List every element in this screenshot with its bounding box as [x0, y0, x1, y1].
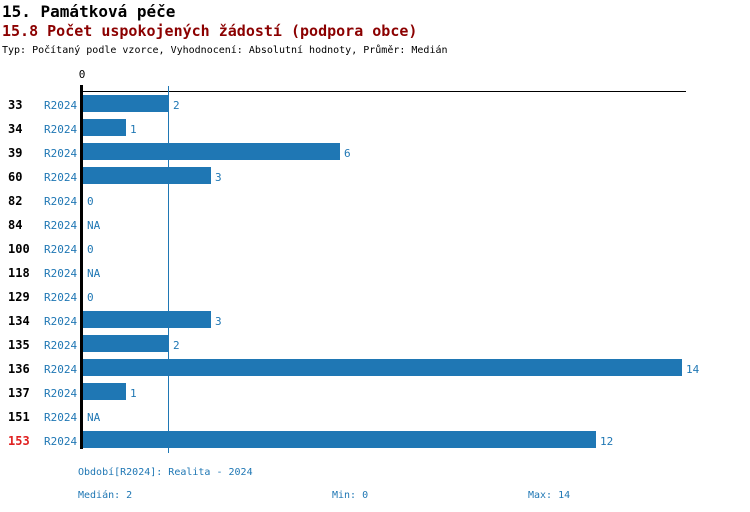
axis-zero-line: [80, 85, 83, 449]
row-value-label: 3: [215, 171, 222, 184]
chart-row: 39 R2024 6: [0, 141, 750, 165]
row-value-label: 0: [87, 243, 94, 256]
chart-row: 60 R2024 3: [0, 165, 750, 189]
value-bar: [83, 95, 169, 112]
row-period-label: R2024: [44, 387, 78, 400]
chart-row: 100 R2024 0: [0, 237, 750, 261]
value-bar: [83, 143, 340, 160]
row-value-label: 1: [130, 123, 137, 136]
row-period-label: R2024: [44, 147, 78, 160]
value-bar: [83, 119, 126, 136]
row-value-label: NA: [87, 267, 101, 280]
chart-row: 118 R2024 NA: [0, 261, 750, 285]
row-category-label: 134: [8, 314, 30, 328]
row-period-label: R2024: [44, 291, 78, 304]
row-category-label: 118: [8, 266, 30, 280]
section-title: 15. Památková péče: [2, 2, 176, 21]
chart-row: 33 R2024 2: [0, 93, 750, 117]
row-value-label: 0: [87, 195, 94, 208]
row-value-label: 3: [215, 315, 222, 328]
value-bar: [83, 383, 126, 400]
row-value-label: 12: [600, 435, 614, 448]
row-period-label: R2024: [44, 315, 78, 328]
chart-row: 82 R2024 0: [0, 189, 750, 213]
row-value-label: 6: [344, 147, 351, 160]
row-category-label: 135: [8, 338, 30, 352]
row-period-label: R2024: [44, 435, 78, 448]
row-value-label: NA: [87, 219, 101, 232]
indicator-title: 15.8 Počet uspokojených žádostí (podpora…: [2, 22, 418, 40]
value-bar: [83, 311, 212, 328]
row-value-label: 1: [130, 387, 137, 400]
row-category-label: 84: [8, 218, 23, 232]
chart-row: 137 R2024 1: [0, 381, 750, 405]
row-value-label: 2: [173, 339, 180, 352]
chart-row: 153 R2024 12: [0, 429, 750, 453]
footer-median-label: Medián: 2: [78, 490, 133, 501]
row-value-label: 0: [87, 291, 94, 304]
chart-row: 135 R2024 2: [0, 333, 750, 357]
row-period-label: R2024: [44, 243, 78, 256]
chart-row: 84 R2024 NA: [0, 213, 750, 237]
row-category-label: 151: [8, 410, 30, 424]
value-bar: [83, 431, 597, 448]
row-category-label: 129: [8, 290, 30, 304]
row-period-label: R2024: [44, 219, 78, 232]
footer-max-label: Max: 14: [528, 490, 571, 501]
value-bar: [83, 335, 169, 352]
row-category-label: 33: [8, 98, 23, 112]
row-period-label: R2024: [44, 339, 78, 352]
row-period-label: R2024: [44, 195, 78, 208]
row-category-label: 34: [8, 122, 23, 136]
row-value-label: NA: [87, 411, 101, 424]
indicator-meta-line: Typ: Počítaný podle vzorce, Vyhodnocení:…: [2, 45, 448, 56]
row-period-label: R2024: [44, 411, 78, 424]
chart-row: 129 R2024 0: [0, 285, 750, 309]
axis-top-rule: [80, 91, 686, 92]
row-category-label: 39: [8, 146, 23, 160]
row-category-label: 60: [8, 170, 23, 184]
value-bar: [83, 167, 212, 184]
row-value-label: 2: [173, 99, 180, 112]
row-category-label: 137: [8, 386, 30, 400]
row-period-label: R2024: [44, 99, 78, 112]
median-line: [168, 86, 169, 453]
row-period-label: R2024: [44, 171, 78, 184]
row-category-label: 136: [8, 362, 30, 376]
row-category-label: 100: [8, 242, 30, 256]
row-period-label: R2024: [44, 363, 78, 376]
row-period-label: R2024: [44, 123, 78, 136]
row-category-label: 153: [8, 434, 30, 448]
row-value-label: 14: [686, 363, 700, 376]
chart-row: 34 R2024 1: [0, 117, 750, 141]
chart-row: 136 R2024 14: [0, 357, 750, 381]
row-category-label: 82: [8, 194, 23, 208]
axis-zero-label: 0: [78, 68, 86, 81]
row-period-label: R2024: [44, 267, 78, 280]
chart-row: 151 R2024 NA: [0, 405, 750, 429]
value-bar: [83, 359, 682, 376]
chart-row: 134 R2024 3: [0, 309, 750, 333]
footer-min-label: Min: 0: [332, 490, 369, 501]
footer-period-line: Období[R2024]: Realita - 2024: [78, 467, 253, 478]
